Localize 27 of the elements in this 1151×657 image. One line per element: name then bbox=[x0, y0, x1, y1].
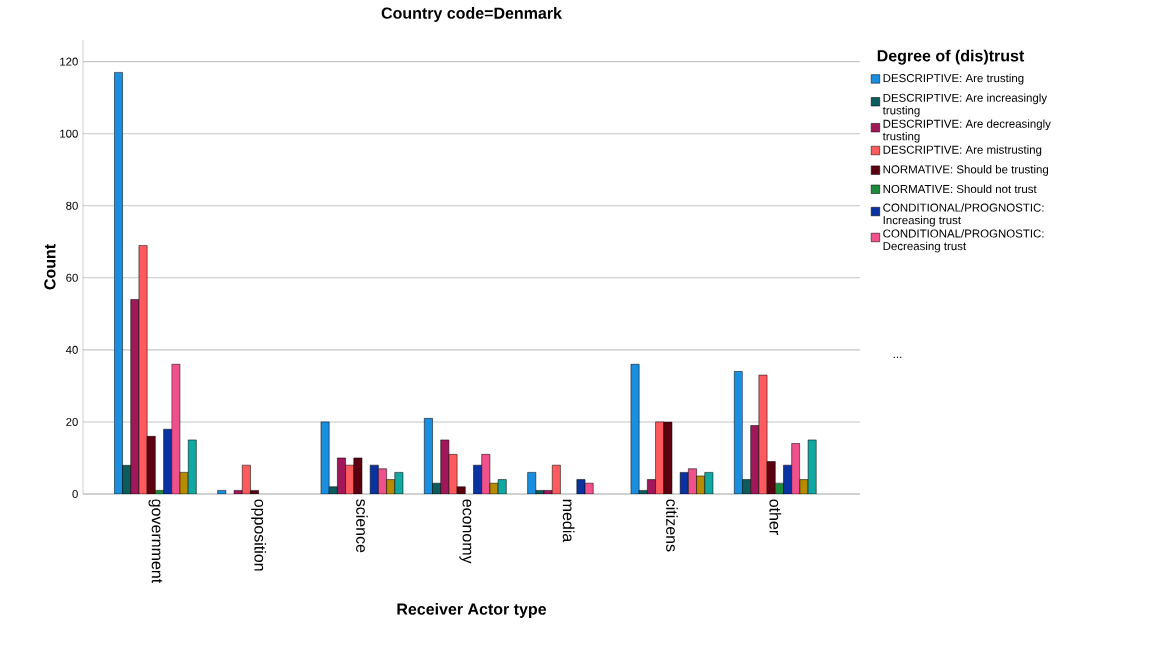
x-tick-label: opposition bbox=[251, 499, 267, 571]
legend-label: DESCRIPTIVE: Are decreasingly trusting bbox=[882, 119, 1051, 143]
x-tick-label: citizens bbox=[666, 499, 678, 552]
legend-label: DESCRIPTIVE: Are increasingly trusting bbox=[882, 93, 1048, 117]
text: ... bbox=[893, 356, 902, 358]
y-tick-label: 60 bbox=[66, 273, 78, 282]
legend-label: NORMATIVE: Should not trust bbox=[883, 184, 1037, 194]
y-tick-label: 40 bbox=[65, 345, 78, 354]
legend-label: DESCRIPTIVE: Are trusting bbox=[883, 73, 1024, 85]
y-tick-label: 20 bbox=[66, 417, 78, 426]
y-axis-title: Count bbox=[44, 244, 56, 290]
chart-title: Country code=Denmark bbox=[381, 7, 562, 22]
y-tick-label: 120 bbox=[60, 57, 78, 66]
legend-label: CONDITIONAL/PROGNOSTIC: Decreasing trust bbox=[883, 229, 1044, 253]
legend-label: DESCRIPTIVE: Are mistrusting bbox=[883, 145, 1042, 157]
y-tick-label: 0 bbox=[72, 490, 78, 499]
legend-label: NORMATIVE: Should be trusting bbox=[883, 165, 1049, 176]
legend-title: Degree of (dis)trust bbox=[877, 49, 1025, 65]
x-tick-label: science bbox=[356, 499, 368, 553]
y-tick-label: 80 bbox=[66, 201, 78, 210]
x-tick-label: government bbox=[148, 499, 163, 584]
x-tick-label: economy bbox=[459, 499, 472, 564]
y-tick-label: 100 bbox=[60, 129, 78, 138]
x-tick-label: media bbox=[562, 499, 575, 543]
x-axis-title: Receiver Actor type bbox=[397, 603, 547, 618]
legend-label: CONDITIONAL/PROGNOSTIC: Increasing trust bbox=[883, 203, 1044, 227]
x-tick-label: other bbox=[769, 499, 782, 535]
